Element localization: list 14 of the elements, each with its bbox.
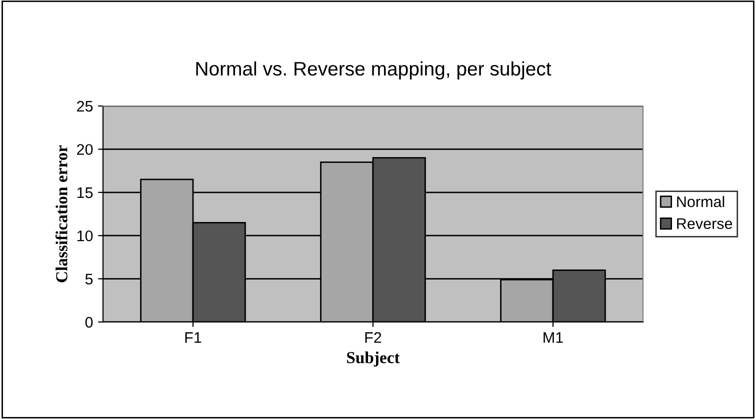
legend-label: Normal bbox=[677, 196, 724, 208]
y-tick-label: 15 bbox=[77, 187, 93, 198]
y-tick-label: 5 bbox=[85, 274, 93, 284]
x-tick-label: M1 bbox=[544, 332, 563, 343]
y-tick-label: 20 bbox=[77, 144, 93, 155]
x-axis-title: Subject bbox=[347, 352, 400, 367]
y-axis-title: Classification error bbox=[55, 145, 68, 282]
y-tick-label: 10 bbox=[77, 230, 93, 242]
y-tick-label: 25 bbox=[77, 100, 93, 112]
x-tick-label: F2 bbox=[365, 332, 382, 343]
legend-label: Reverse bbox=[677, 218, 732, 230]
x-tick-label: F1 bbox=[185, 332, 202, 343]
y-tick-label: 0 bbox=[85, 316, 93, 328]
chart-title: Normal vs. Reverse mapping, per subject bbox=[196, 61, 552, 80]
